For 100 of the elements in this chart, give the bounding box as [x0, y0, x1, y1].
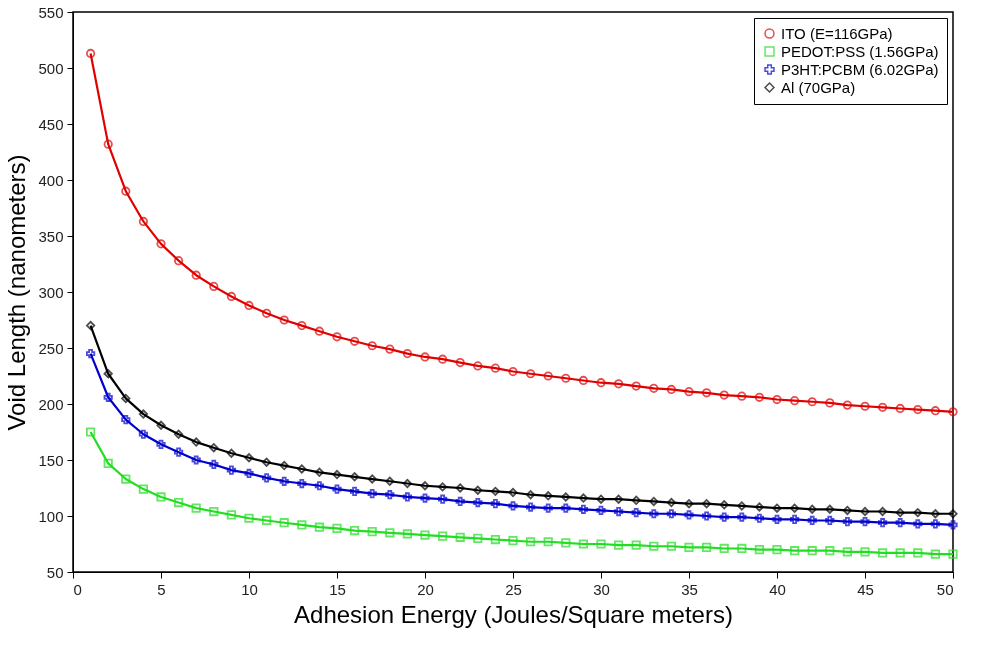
x-tick-label: 10 [241, 580, 258, 598]
point [297, 478, 307, 489]
point [385, 490, 395, 500]
point [490, 534, 501, 545]
x-tick-label: 5 [157, 580, 166, 598]
point [666, 509, 677, 519]
point [860, 401, 870, 411]
point [860, 506, 870, 517]
point [279, 460, 289, 471]
point [842, 547, 853, 557]
point [261, 457, 272, 467]
point [455, 357, 465, 368]
point [913, 508, 923, 518]
point [473, 485, 483, 495]
point [420, 481, 430, 491]
point [103, 392, 113, 402]
point [825, 398, 835, 408]
point [825, 515, 835, 526]
point [860, 516, 870, 527]
point [156, 492, 166, 502]
point [754, 544, 765, 555]
point [578, 539, 589, 549]
point [666, 541, 677, 551]
point [666, 384, 677, 395]
point [437, 354, 448, 364]
point [754, 502, 765, 512]
point [85, 427, 96, 437]
point [173, 447, 184, 457]
point [525, 490, 536, 500]
point [402, 478, 413, 489]
point [684, 510, 694, 520]
point [649, 541, 659, 551]
point [948, 509, 958, 519]
point [789, 514, 800, 524]
point [226, 448, 237, 458]
point [737, 501, 747, 511]
point [173, 497, 184, 508]
point [490, 363, 501, 373]
point [490, 486, 501, 496]
point [402, 492, 413, 502]
point [860, 547, 870, 557]
legend-label: P3HT:PCBM (6.02GPa) [781, 60, 939, 78]
point [103, 369, 113, 379]
point [701, 542, 712, 552]
y-tick-label: 150 [38, 451, 64, 469]
point [772, 544, 782, 555]
point [455, 532, 465, 542]
point [297, 464, 307, 474]
point [490, 499, 501, 509]
point [138, 216, 149, 227]
x-tick-label: 35 [681, 580, 698, 598]
point [209, 443, 219, 453]
point [173, 429, 184, 439]
point [684, 542, 694, 552]
point [191, 270, 201, 280]
point [385, 344, 395, 354]
point [737, 391, 747, 401]
point [596, 539, 606, 549]
y-tick-label: 250 [38, 339, 64, 357]
y-tick-label: 500 [38, 59, 64, 77]
point [913, 548, 923, 558]
point [332, 484, 342, 494]
point [349, 525, 360, 536]
point [825, 504, 835, 514]
point [314, 326, 325, 336]
point [561, 538, 571, 548]
point [138, 429, 149, 439]
point [631, 495, 641, 505]
point [930, 519, 941, 529]
point [719, 512, 729, 522]
point [842, 400, 853, 410]
legend-label: Al (70GPa) [781, 78, 856, 96]
point [455, 483, 465, 493]
point [103, 458, 113, 468]
point [701, 511, 712, 521]
x-tick-label: 30 [593, 580, 610, 598]
point [314, 522, 325, 532]
point [930, 406, 941, 416]
point [279, 476, 289, 486]
point [226, 465, 237, 475]
point [173, 256, 184, 266]
point [156, 420, 166, 430]
point [473, 533, 483, 544]
point [85, 320, 96, 331]
point [596, 494, 606, 504]
point [437, 494, 448, 504]
point [719, 390, 729, 400]
x-tick-label: 15 [329, 580, 346, 598]
point [121, 474, 131, 484]
point [138, 484, 149, 494]
y-axis-title: Void Length (nanometers) [3, 154, 31, 431]
point [684, 499, 694, 509]
point [244, 453, 254, 463]
point [895, 518, 905, 528]
point [561, 492, 571, 502]
point [913, 519, 923, 529]
point [719, 500, 729, 510]
point [402, 349, 413, 359]
point [807, 504, 817, 514]
point [191, 503, 201, 513]
